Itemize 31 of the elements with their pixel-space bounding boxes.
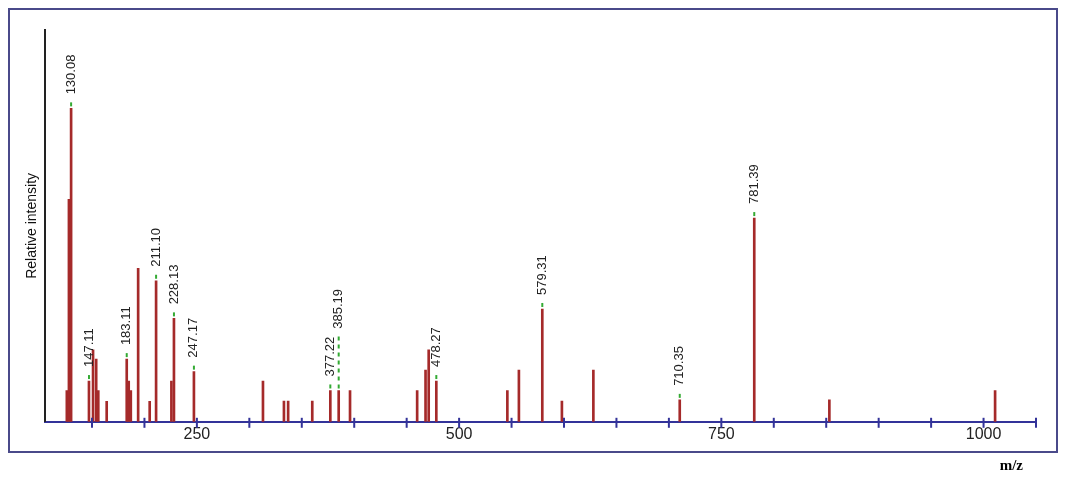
annotation: 710.35 [671, 346, 687, 386]
bar [329, 390, 332, 422]
bar [337, 390, 341, 422]
x-axis-title: m/z [998, 456, 1024, 474]
annotation: 247.17 [185, 317, 201, 358]
bar [434, 380, 438, 422]
annotation: 228.13 [165, 264, 181, 305]
bar [592, 369, 595, 422]
bar [540, 308, 544, 422]
annotation: 211.10 [147, 227, 163, 267]
x-tick-label: 750 [707, 424, 735, 442]
bar [310, 400, 314, 422]
bar [427, 349, 431, 422]
annotation: 385.19 [330, 288, 346, 329]
x-tick-label: 250 [183, 424, 211, 442]
annotation: 377.22 [321, 336, 337, 377]
bar [506, 390, 509, 422]
annotation: 147.11 [80, 328, 96, 368]
annotation: 130.08 [62, 54, 78, 95]
annotation: 183.11 [118, 306, 134, 346]
annotation: 579.31 [533, 255, 549, 295]
x-tick-label: 500 [445, 424, 473, 442]
bar [148, 401, 152, 422]
y-axis-title: Relative intensity [23, 172, 40, 279]
bar [752, 217, 756, 422]
x-tick-label: 1000 [965, 424, 1002, 442]
annotation: 781.39 [745, 164, 761, 205]
bar [828, 399, 831, 422]
bar [678, 399, 682, 422]
annotation: 478.27 [427, 327, 443, 368]
bar [105, 401, 109, 422]
